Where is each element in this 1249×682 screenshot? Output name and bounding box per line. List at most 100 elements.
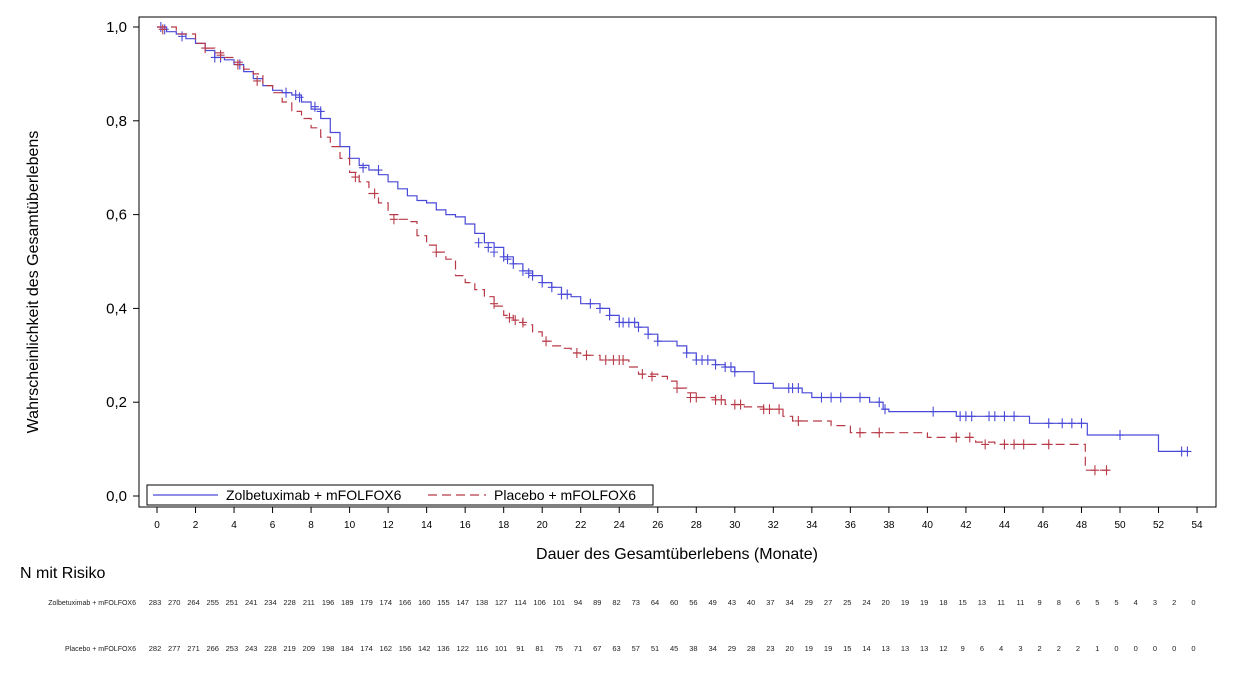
- risk-value: 2: [1076, 644, 1080, 653]
- censor-mark-zolbetuximab: [178, 31, 187, 42]
- censor-mark-zolbetuximab: [634, 322, 643, 333]
- risk-table: 283 270 264 255 251 241 234 228 211 196 189 179 174 1…: [149, 598, 1196, 653]
- censor-mark-zolbetuximab: [1183, 446, 1192, 457]
- risk-value: 142: [418, 644, 431, 653]
- censor-mark-placebo: [601, 354, 610, 365]
- censor-mark-zolbetuximab: [524, 268, 533, 279]
- risk-value: 43: [728, 598, 736, 607]
- censor-mark-zolbetuximab: [547, 282, 556, 293]
- censor-mark-placebo: [490, 298, 499, 309]
- censor-mark-placebo: [253, 75, 262, 86]
- x-tick-label: 50: [1114, 520, 1126, 531]
- risk-value: 270: [168, 598, 181, 607]
- censor-mark-placebo: [505, 312, 514, 323]
- y-axis-title: Wahrscheinlichkeit des Gesamtüberlebens: [25, 131, 42, 434]
- censor-mark-placebo: [518, 317, 527, 328]
- censor-mark-zolbetuximab: [644, 329, 653, 340]
- censor-mark-zolbetuximab: [282, 87, 291, 98]
- censor-mark-zolbetuximab: [630, 317, 639, 328]
- censor-mark-placebo: [1102, 465, 1111, 476]
- censor-mark-zolbetuximab: [291, 90, 300, 101]
- risk-value: 101: [553, 598, 566, 607]
- risk-value: 25: [843, 598, 851, 607]
- risk-value: 13: [920, 644, 928, 653]
- risk-value: 189: [341, 598, 354, 607]
- censor-mark-placebo: [692, 392, 701, 403]
- censor-mark-zolbetuximab: [499, 251, 508, 262]
- censor-mark-zolbetuximab: [1044, 418, 1053, 429]
- risk-value: 228: [264, 644, 277, 653]
- risk-value: 174: [380, 598, 393, 607]
- censor-mark-zolbetuximab: [817, 392, 826, 403]
- risk-value: 34: [709, 644, 717, 653]
- risk-value: 63: [612, 644, 620, 653]
- censor-mark-placebo: [432, 247, 441, 258]
- risk-value: 19: [901, 598, 909, 607]
- x-axis: 0 2 4 6 8 10 12 14 16 18 20 22 24 26 28 30 32 34 36 38 40 42 4…: [154, 507, 1203, 531]
- risk-value: 13: [882, 644, 890, 653]
- x-tick-label: 32: [768, 520, 780, 531]
- censor-mark-placebo: [765, 404, 774, 415]
- censor-mark-zolbetuximab: [503, 254, 512, 265]
- x-tick-label: 22: [575, 520, 587, 531]
- risk-value: 101: [495, 644, 508, 653]
- x-tick-label: 26: [652, 520, 664, 531]
- risk-value: 138: [476, 598, 489, 607]
- censor-mark-placebo: [201, 43, 210, 54]
- censor-mark-zolbetuximab: [538, 277, 547, 288]
- risk-value: 18: [939, 598, 947, 607]
- risk-value: 6: [1076, 598, 1080, 607]
- risk-value: 271: [187, 644, 200, 653]
- censor-mark-placebo: [794, 415, 803, 426]
- risk-value: 234: [264, 598, 277, 607]
- x-tick-label: 52: [1153, 520, 1165, 531]
- censor-mark-placebo: [952, 432, 961, 443]
- x-tick-label: 36: [845, 520, 857, 531]
- risk-value: 127: [495, 598, 508, 607]
- y-tick-label: 0,4: [106, 300, 127, 317]
- censor-mark-placebo: [572, 347, 581, 358]
- risk-value: 219: [283, 644, 296, 653]
- x-tick-label: 14: [421, 520, 433, 531]
- risk-value: 114: [514, 598, 526, 607]
- risk-value: 20: [785, 644, 793, 653]
- censor-mark-zolbetuximab: [374, 165, 383, 176]
- x-tick-label: 38: [883, 520, 895, 531]
- censor-mark-zolbetuximab: [1077, 418, 1086, 429]
- risk-value: 174: [360, 644, 373, 653]
- risk-value: 51: [651, 644, 659, 653]
- censor-mark-placebo: [647, 371, 656, 382]
- x-tick-label: 2: [193, 520, 199, 531]
- risk-value: 156: [399, 644, 412, 653]
- censor-mark-zolbetuximab: [855, 392, 864, 403]
- risk-value: 251: [226, 598, 239, 607]
- x-tick-label: 30: [729, 520, 741, 531]
- risk-value: 45: [670, 644, 678, 653]
- risk-value: 75: [555, 644, 563, 653]
- plot-frame: [138, 16, 1217, 508]
- x-tick-label: 42: [960, 520, 972, 531]
- risk-value: 56: [689, 598, 697, 607]
- risk-value: 228: [283, 598, 296, 607]
- legend-box: [146, 484, 654, 506]
- censor-mark-zolbetuximab: [490, 247, 499, 258]
- risk-value: 37: [766, 598, 774, 607]
- risk-value: 27: [824, 598, 832, 607]
- risk-value: 49: [709, 598, 717, 607]
- risk-value: 211: [303, 598, 315, 607]
- censor-mark-zolbetuximab: [359, 162, 368, 173]
- risk-value: 13: [901, 644, 909, 653]
- risk-value: 20: [882, 598, 890, 607]
- risk-value: 67: [593, 644, 601, 653]
- censor-mark-placebo: [736, 399, 745, 410]
- risk-value: 38: [689, 644, 697, 653]
- legend: Zolbetuximab + mFOLFOX6 Placebo + mFOLFO…: [146, 484, 654, 506]
- risk-value: 82: [612, 598, 620, 607]
- y-tick-label: 0,0: [106, 488, 127, 505]
- x-tick-label: 8: [308, 520, 314, 531]
- x-tick-label: 54: [1191, 520, 1203, 531]
- legend-label-zolbetuximab: Zolbetuximab + mFOLFOX6: [226, 487, 402, 503]
- risk-value: 0: [1191, 598, 1195, 607]
- y-tick-label: 0,6: [106, 207, 127, 224]
- x-tick-label: 4: [231, 520, 237, 531]
